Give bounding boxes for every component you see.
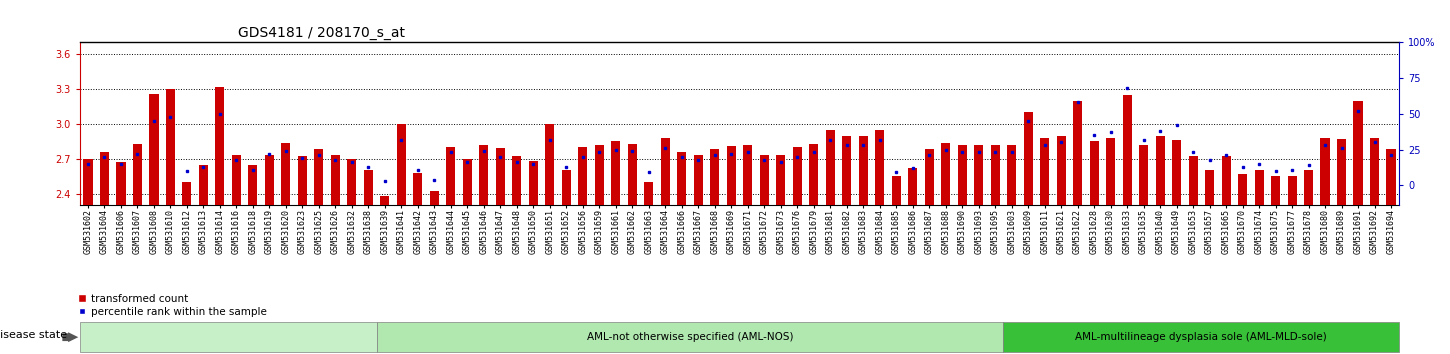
Bar [1189,156,1198,205]
Bar [1238,174,1247,205]
Bar [744,145,753,205]
Bar [1122,95,1131,205]
Bar [133,144,142,205]
Bar [248,165,258,205]
Bar [281,143,290,205]
Bar [413,173,422,205]
Bar [429,192,439,205]
Text: GDS4181 / 208170_s_at: GDS4181 / 208170_s_at [238,26,405,40]
Bar [463,159,471,205]
Bar [1288,176,1296,205]
Bar [825,130,835,205]
Bar [232,155,241,205]
Bar [908,168,918,205]
Bar [957,145,967,205]
Bar [990,145,999,205]
Bar [447,147,455,205]
Bar [842,136,851,205]
Bar [974,145,983,205]
Bar [594,145,603,205]
Bar [348,159,357,205]
Bar [726,146,735,205]
Bar [297,156,307,205]
Bar [876,130,884,205]
Bar [216,87,225,205]
Bar [1221,156,1231,205]
Bar [628,144,637,205]
Bar [1172,140,1182,205]
Bar [760,155,769,205]
Bar [561,170,571,205]
Bar [1140,145,1148,205]
Bar [1057,136,1066,205]
Bar [1321,138,1330,205]
Bar [941,143,950,205]
Bar [364,170,373,205]
Bar [545,124,554,205]
Bar [693,155,703,205]
Bar [183,182,191,205]
Bar [1337,139,1346,205]
Bar [1156,136,1164,205]
Bar [858,136,867,205]
Bar [1353,101,1363,205]
Bar [892,176,900,205]
Bar [1089,141,1099,205]
Bar [1040,138,1050,205]
Bar [1205,170,1214,205]
Bar [579,147,587,205]
Bar [793,147,802,205]
Bar [512,156,522,205]
Text: disease state: disease state [0,330,67,341]
Legend: transformed count, percentile rank within the sample: transformed count, percentile rank withi… [78,294,267,317]
Text: AML-not otherwise specified (AML-NOS): AML-not otherwise specified (AML-NOS) [587,332,793,342]
Bar [265,155,274,205]
Bar [84,159,93,205]
Bar [116,162,126,205]
Bar [165,89,175,205]
Bar [149,94,158,205]
Bar [331,155,339,205]
Bar [809,144,818,205]
Bar [1272,176,1280,205]
Bar [529,161,538,205]
Bar [397,124,406,205]
Bar [380,196,390,205]
Text: AML-multilineage dysplasia sole (AML-MLD-sole): AML-multilineage dysplasia sole (AML-MLD… [1076,332,1327,342]
Bar [1386,149,1395,205]
Bar [100,152,109,205]
Bar [480,145,489,205]
Bar [1073,101,1082,205]
Bar [1254,170,1263,205]
Bar [612,141,621,205]
Bar [1106,138,1115,205]
Bar [710,149,719,205]
Bar [677,152,686,205]
Bar [315,149,323,205]
Bar [496,148,505,205]
Bar [1008,145,1016,205]
Bar [199,165,207,205]
Bar [925,149,934,205]
Bar [1024,112,1032,205]
Bar [1304,170,1314,205]
Bar [776,155,786,205]
Bar [1370,138,1379,205]
Bar [644,182,654,205]
Bar [661,138,670,205]
